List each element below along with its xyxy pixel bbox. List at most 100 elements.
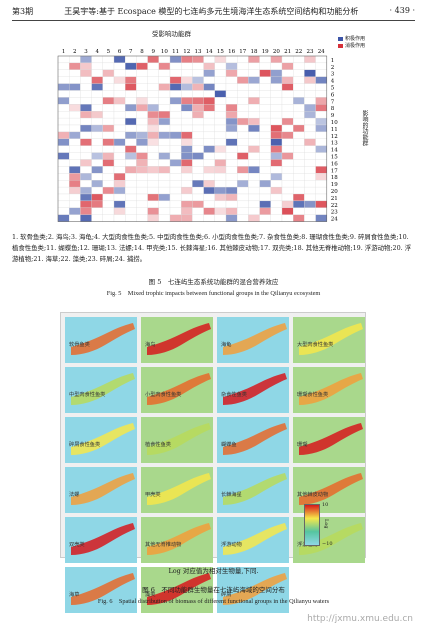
heatmap-cell <box>225 200 238 208</box>
heatmap-cell <box>293 55 305 64</box>
heatmap-cell <box>80 69 92 77</box>
heatmap-cell <box>91 152 103 160</box>
biomass-map-tile: 小型肉食性鱼类 <box>141 367 213 413</box>
tile-label: 珊瑚食性鱼类 <box>297 392 329 398</box>
heatmap-cell <box>80 111 92 119</box>
fig5-caption-en: Fig. 5 Mixed trophic impacts between fun… <box>106 290 321 297</box>
heatmap-cell <box>57 138 70 146</box>
heatmap-cell <box>304 97 316 105</box>
heatmap-cell <box>80 55 92 64</box>
heatmap-cell <box>203 159 215 167</box>
heatmap-cell <box>281 180 294 188</box>
row-label: 15 <box>331 155 338 161</box>
heatmap-cell <box>281 166 294 174</box>
col-label: 10 <box>161 49 168 55</box>
heatmap-cell <box>57 166 70 174</box>
heatmap-cell <box>136 138 148 146</box>
heatmap-cell <box>192 214 204 222</box>
heatmap-cell <box>203 111 215 119</box>
heatmap-cell <box>136 111 148 119</box>
heatmap-cell <box>169 83 182 91</box>
heatmap-cell <box>315 124 327 133</box>
running-title: 王昊宇等:基于 Ecospace 模型的七连屿多元生境海洋生态系统空间结构和功能… <box>64 7 359 16</box>
heatmap-cell <box>147 180 159 188</box>
heatmap-cell <box>91 200 103 208</box>
heatmap-cell <box>169 180 182 188</box>
heatmap-cell <box>203 76 215 84</box>
heatmap-cell <box>102 207 115 215</box>
heatmap-cell <box>293 104 305 112</box>
tile-label: 珊瑚 <box>297 442 308 448</box>
heatmap-cell <box>91 83 103 91</box>
heatmap-cell <box>237 180 249 188</box>
col-label: 6 <box>118 49 122 55</box>
heatmap-cell <box>69 200 81 208</box>
tile-label: 小型肉食性鱼类 <box>145 392 182 398</box>
heatmap-cell <box>293 200 305 208</box>
heatmap-cell <box>237 124 249 133</box>
heatmap-cell <box>169 173 182 181</box>
heatmap-cell <box>158 55 171 64</box>
heatmap-cell <box>270 62 283 70</box>
heatmap-cell <box>169 62 182 70</box>
heatmap-cell <box>57 145 70 153</box>
issue-number: 第3期 <box>12 7 34 16</box>
biomass-map-tile: 海龟 <box>217 317 289 363</box>
heatmap-cell <box>225 193 238 202</box>
heatmap-cell <box>80 104 92 112</box>
heatmap-cell <box>248 152 260 160</box>
heatmap-cell <box>259 186 271 195</box>
heatmap-cell <box>192 76 204 84</box>
heatmap-cell <box>237 200 249 208</box>
heatmap-cell <box>192 124 204 133</box>
heatmap-cell <box>147 186 159 195</box>
heatmap-cell <box>57 193 70 202</box>
col-label: 20 <box>273 49 280 55</box>
heatmap-cell <box>315 62 327 70</box>
heatmap-cell <box>147 104 159 112</box>
colorbar-label: Log <box>323 519 329 529</box>
heatmap-cell <box>125 207 137 215</box>
heatmap-cell <box>281 62 294 70</box>
heatmap-cell <box>69 131 81 139</box>
heatmap-cell <box>192 62 204 70</box>
heatmap-cell <box>192 138 204 146</box>
heatmap-cell <box>102 83 115 91</box>
heatmap-cell <box>237 207 249 215</box>
col-label: 4 <box>95 49 99 55</box>
heatmap-cell <box>125 180 137 188</box>
heatmap-cell <box>102 193 115 202</box>
heatmap-cell <box>237 76 249 84</box>
col-label: 22 <box>295 49 302 55</box>
legend-negative: 消极作用 <box>338 43 365 50</box>
biomass-map-tile: 其他棘皮动物 <box>293 467 365 513</box>
heatmap-cell <box>315 55 327 64</box>
heatmap-cell <box>113 152 126 160</box>
heatmap-cell <box>270 186 283 195</box>
heatmap-cell <box>270 104 283 112</box>
heatmap-cell <box>158 90 171 98</box>
heatmap-cell <box>57 111 70 119</box>
heatmap-cell <box>136 69 148 77</box>
heatmap-cell <box>136 145 148 153</box>
heatmap-cell <box>125 152 137 160</box>
col-label: 11 <box>172 49 179 55</box>
heatmap-cell <box>225 145 238 153</box>
heatmap-cell <box>158 152 171 160</box>
heatmap-cell <box>281 124 294 133</box>
heatmap-cell <box>270 131 283 139</box>
heatmap-cell <box>203 90 215 98</box>
heatmap-cell <box>293 193 305 202</box>
heatmap-cell <box>315 111 327 119</box>
heatmap-cell <box>181 173 193 181</box>
heatmap-cell <box>125 138 137 146</box>
heatmap-cell <box>270 180 283 188</box>
col-label: 2 <box>73 49 77 55</box>
heatmap-cell <box>192 55 204 64</box>
heatmap-cell <box>315 104 327 112</box>
heatmap-cell <box>113 159 126 167</box>
biomass-map-tile: 海鸟 <box>141 317 213 363</box>
heatmap-cell <box>158 76 171 84</box>
heatmap-cell <box>102 111 115 119</box>
heatmap-cell <box>281 55 294 64</box>
